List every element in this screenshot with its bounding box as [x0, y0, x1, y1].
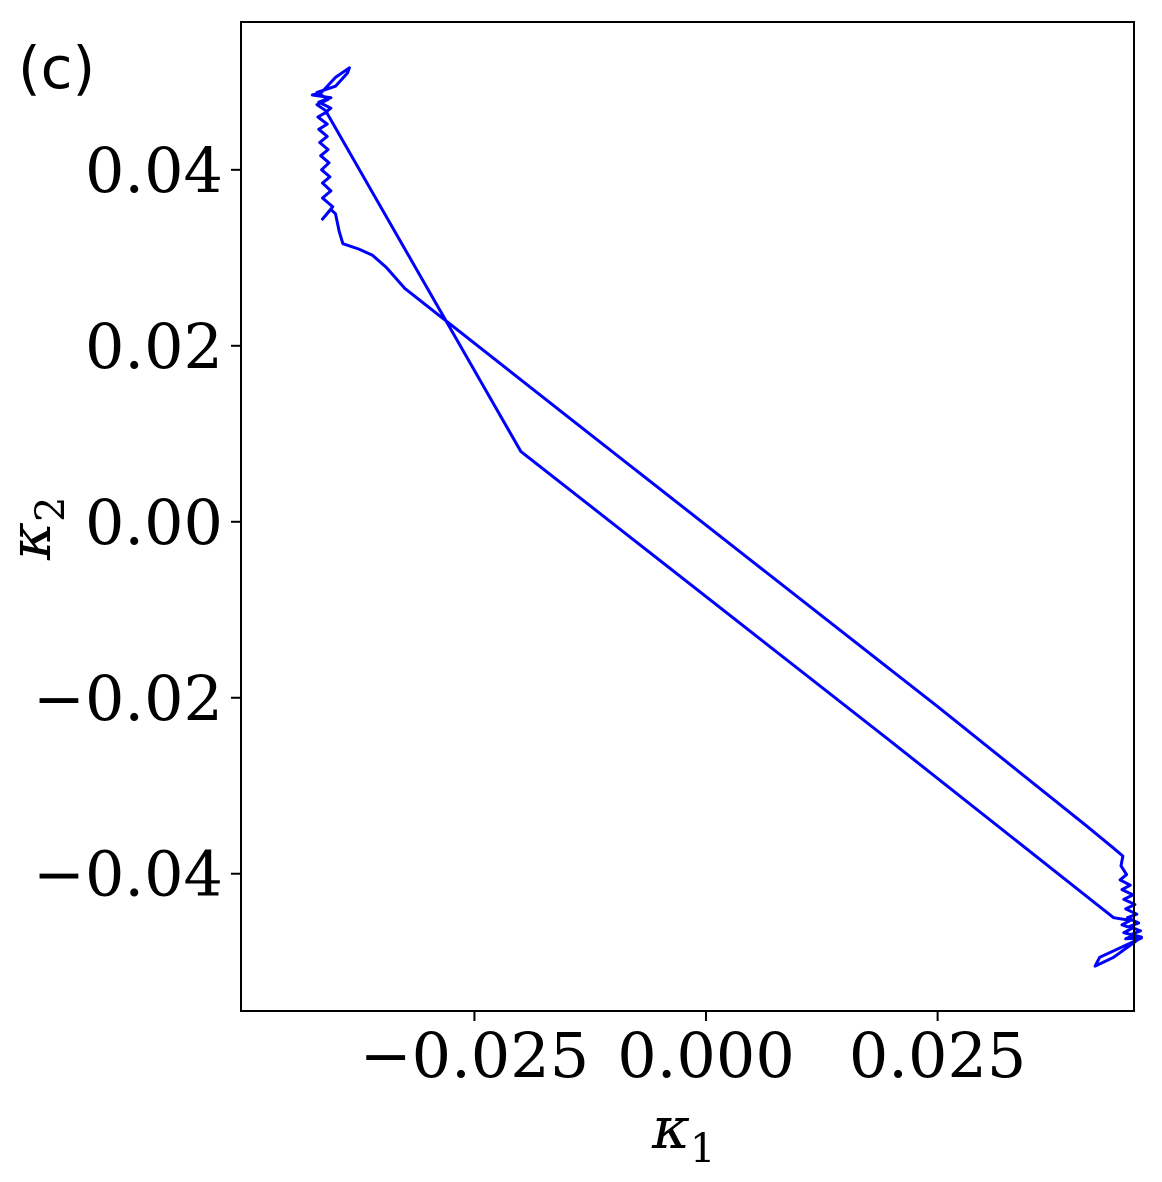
y-axis-label: κ2 — [0, 497, 74, 562]
y-tick-label: 0.02 — [85, 310, 223, 383]
x-axis-label-subscript: 1 — [690, 1126, 715, 1172]
y-tick-label: −0.02 — [33, 662, 223, 735]
x-tick-label: −0.025 — [360, 1019, 589, 1092]
x-tick-label: 0.000 — [617, 1019, 795, 1092]
y-axis-label-main: κ — [0, 522, 64, 561]
y-tick-label: 0.04 — [85, 134, 223, 207]
series-line-0 — [310, 66, 1143, 968]
x-tick-label: 0.025 — [849, 1019, 1027, 1092]
panel-label: (c) — [18, 34, 95, 102]
y-tick-label: 0.00 — [85, 486, 223, 559]
x-axis-label: κ1 — [651, 1094, 716, 1172]
y-axis-label-subscript: 2 — [28, 497, 74, 522]
y-axis-ticks: −0.04 −0.02 0.00 0.02 0.04 — [33, 134, 241, 911]
data-layer — [310, 66, 1143, 968]
y-tick-label: −0.04 — [33, 838, 223, 911]
x-axis-label-main: κ — [651, 1094, 690, 1162]
x-axis-ticks: −0.025 0.000 0.025 — [360, 1011, 1027, 1092]
plot-frame — [240, 21, 1135, 1012]
